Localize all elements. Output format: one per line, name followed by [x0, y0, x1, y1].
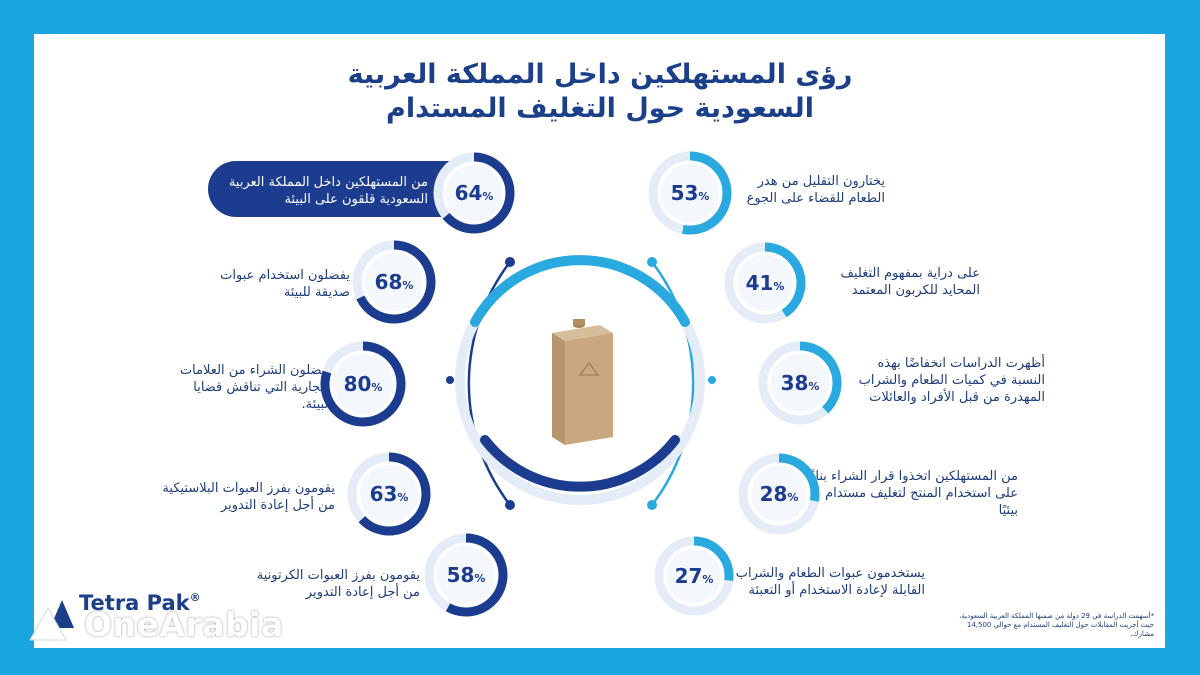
title-line-2: السعودية حول التغليف المستدام	[386, 93, 814, 124]
stat-right-3-text: أظهرت الدراسات انخفاضًا بهذه النسبة في ك…	[858, 356, 1045, 405]
footnote: *أسهمت الدراسة في 29 دولة من ضمنها الممل…	[959, 612, 1154, 638]
stat-left-1-text: من المستهلكين داخل المملكة العربية السعو…	[228, 175, 428, 207]
title-line-1: رؤى المستهلكين داخل المملكة العربية	[347, 59, 853, 90]
onearabia-watermark: OneArabia	[84, 605, 284, 644]
stat-left-2-text: يفضلون استخدام عبوات صديقة للبيئة	[220, 268, 350, 300]
infographic-card	[34, 34, 1165, 648]
stat-left-3-text: يفضلون الشراء من العلامات التجارية التي …	[179, 363, 332, 412]
stat-right-4-text: من المستهلكين اتخذوا قرار الشراء بناءً ع…	[809, 469, 1018, 518]
tetra-pak-logo: Tetra Pak®	[79, 591, 201, 615]
stat-right-5-text: يستخدمون عبوات الطعام والشراب القابلة لإ…	[735, 566, 925, 598]
stat-right-1-text: يختارون التقليل من هدر الطعام للقضاء على…	[746, 174, 885, 206]
stat-right-2-text: على دراية بمفهوم التغليف المحايد للكربون…	[840, 266, 980, 298]
stat-left-4-text: يقومون بفرز العبوات البلاستيكية من أجل إ…	[162, 481, 335, 513]
stat-left-5-text: يقومون بفرز العبوات الكرتونية من أجل إعا…	[256, 568, 420, 600]
